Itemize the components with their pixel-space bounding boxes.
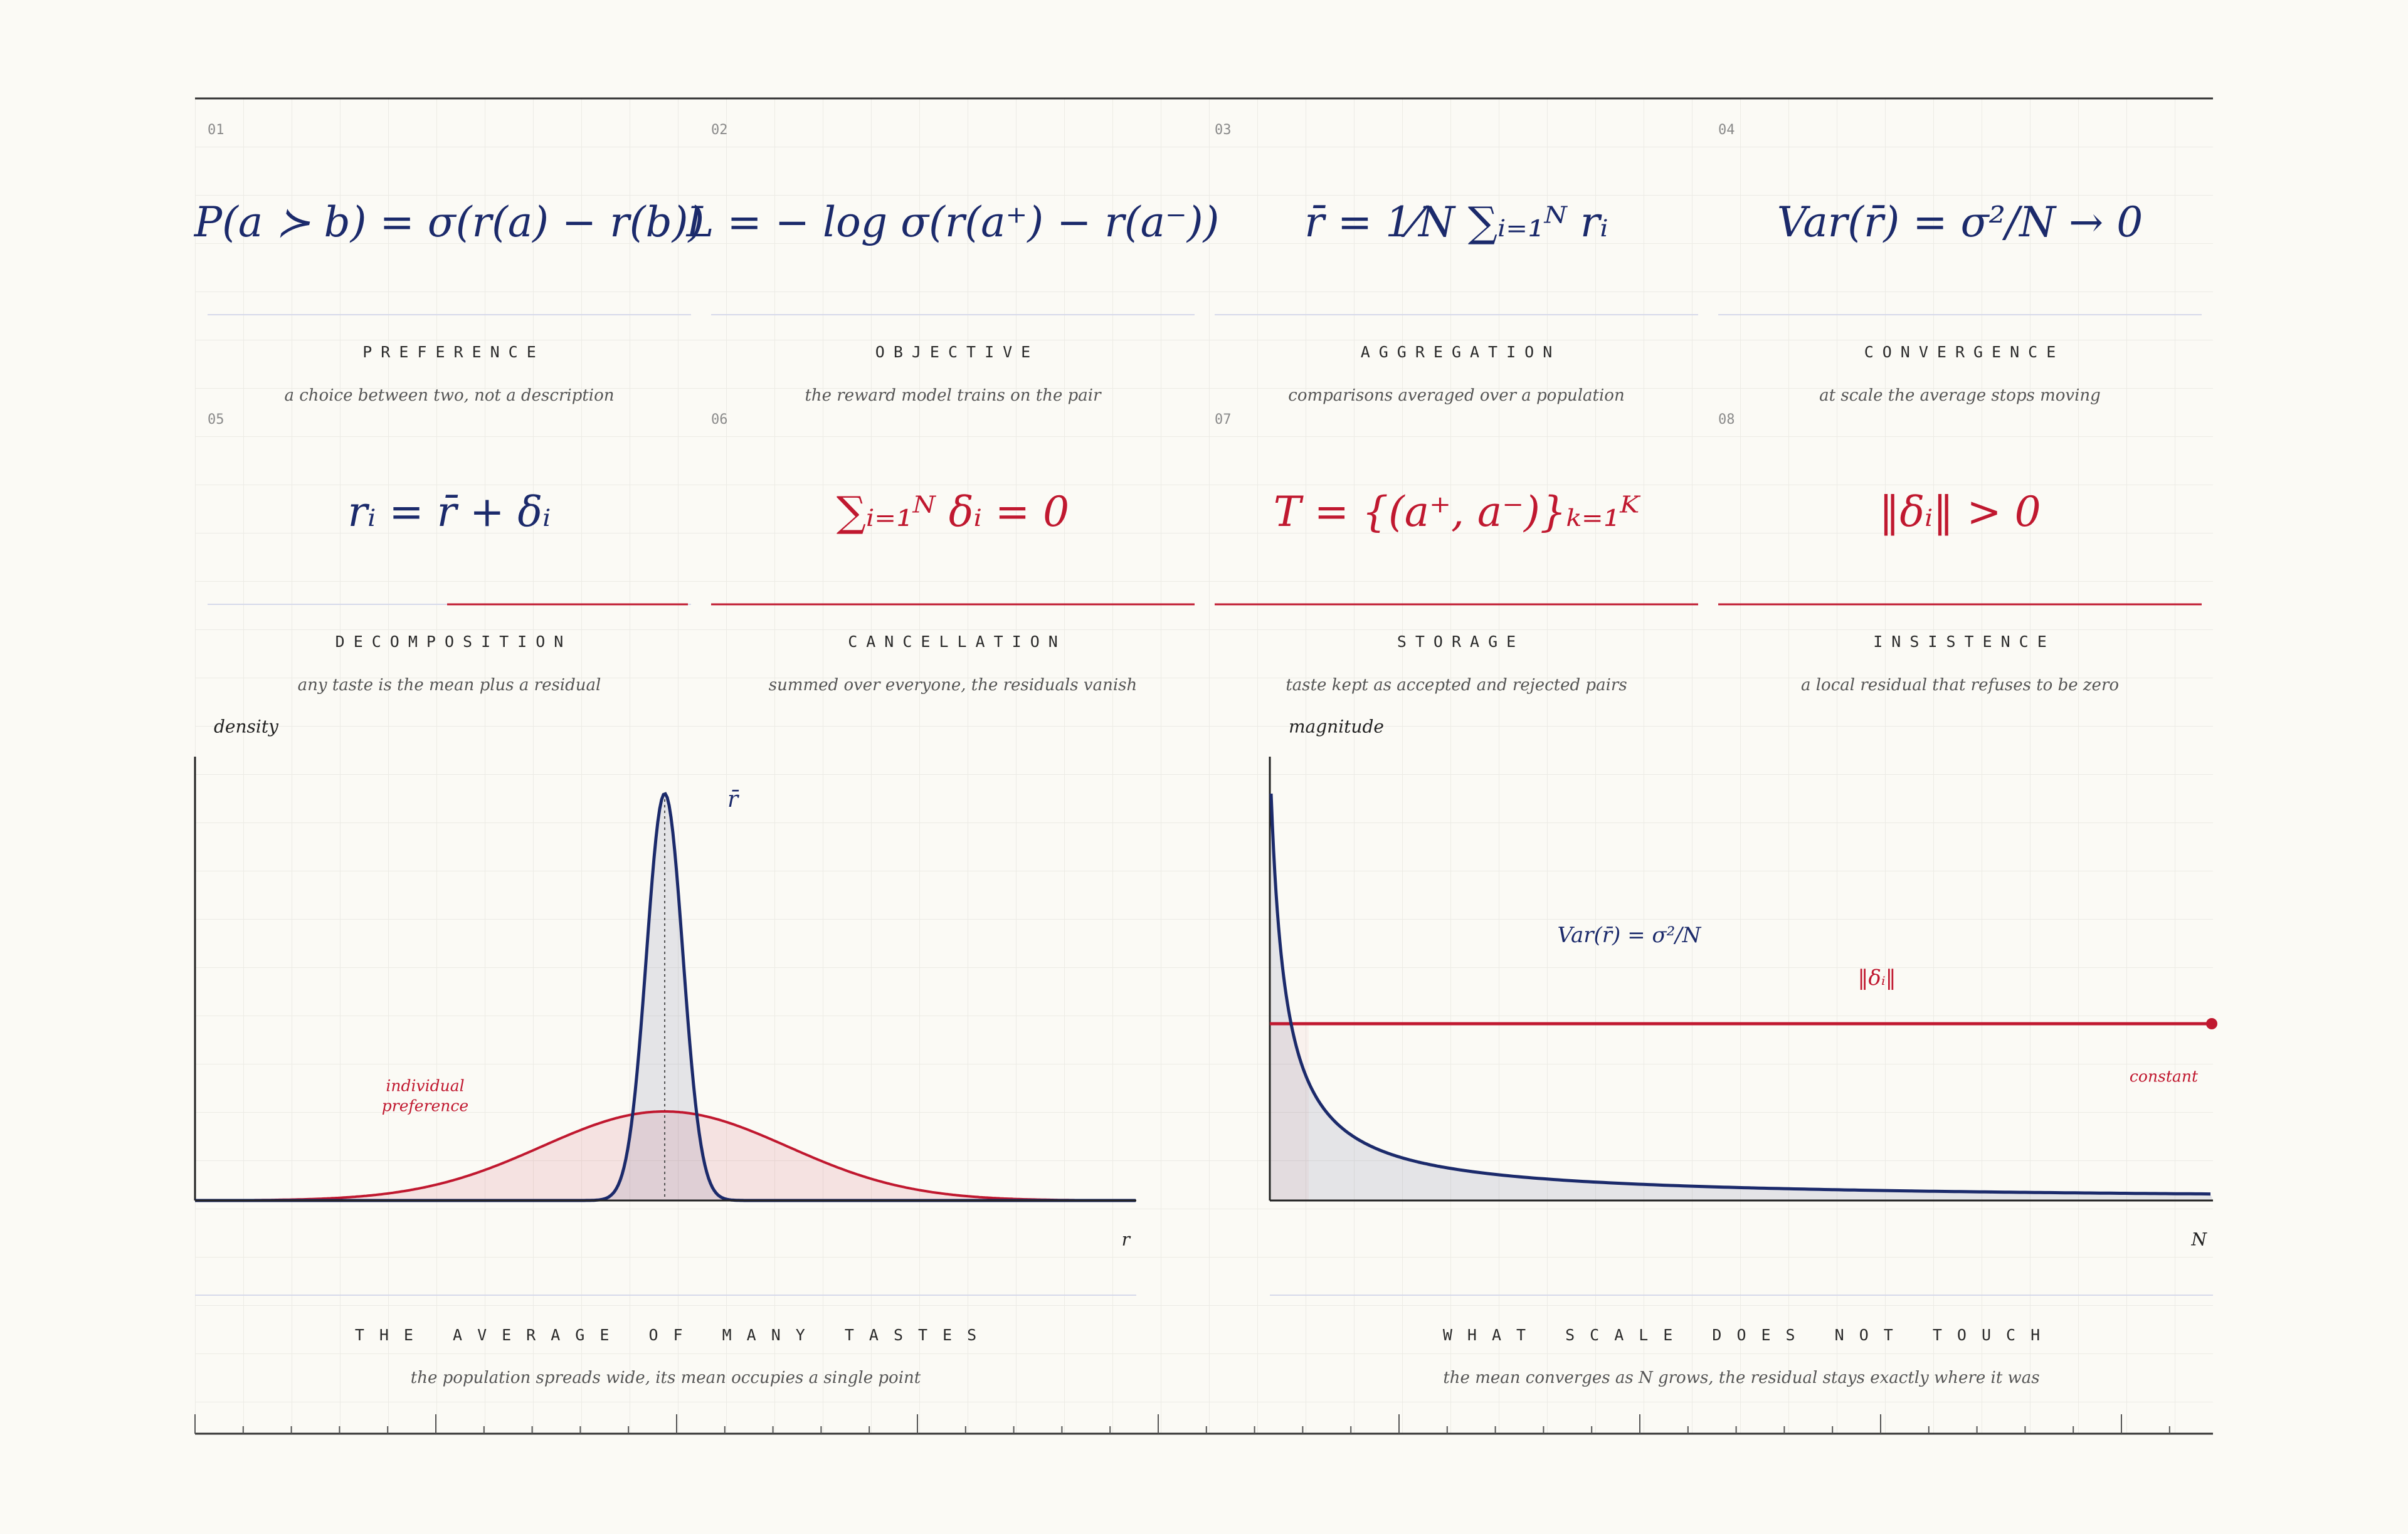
curve-label: individual (386, 1077, 464, 1095)
card-description: a local residual that refuses to be zero (1801, 676, 2119, 695)
card-description: summed over everyone, the residuals vani… (769, 676, 1137, 695)
residual-dot (2206, 1018, 2217, 1029)
x-axis-label: r (1122, 1229, 1131, 1250)
card-number: 04 (1718, 122, 1735, 138)
card-description: the reward model trains on the pair (805, 386, 1102, 405)
mean-area (195, 794, 1136, 1200)
panel-title: WHAT SCALE DOES NOT TOUCH (1443, 1326, 2055, 1344)
formula: ∑ᵢ₌₁ᴺ δᵢ = 0 (837, 488, 1069, 536)
variance-area (1271, 794, 2213, 1200)
population-area (195, 1111, 1136, 1200)
formula: Var(r̄) = σ²/N → 0 (1777, 198, 2143, 246)
card-title: STORAGE (1397, 633, 1524, 651)
card-description: taste kept as accepted and rejected pair… (1286, 676, 1627, 695)
formula: rᵢ = r̄ + δᵢ (348, 488, 551, 536)
card-number: 07 (1215, 412, 1232, 428)
card-number: 01 (208, 122, 224, 138)
card-title: OBJECTIVE (875, 343, 1039, 361)
card-description: any taste is the mean plus a residual (298, 676, 601, 695)
formula: L = − log σ(r(a⁺) − r(a⁻)) (686, 198, 1220, 246)
x-axis-label: N (2191, 1229, 2208, 1250)
population-curve (195, 1110, 1136, 1202)
card-title: PREFERENCE (362, 343, 545, 361)
panel-description: the mean converges as N grows, the resid… (1443, 1369, 2039, 1387)
panel-title: THE AVERAGE OF MANY TASTES (355, 1326, 991, 1344)
residual-label: ‖δᵢ‖ (1857, 965, 1896, 990)
panel-description: the population spreads wide, its mean oc… (411, 1369, 921, 1387)
formula: P(a ≻ b) = σ(r(a) − r(b)) (194, 198, 705, 246)
variance-label: Var(r̄) = σ²/N (1558, 923, 1702, 948)
curve-label: preference (382, 1097, 468, 1115)
card-number: 05 (208, 412, 224, 428)
grid (195, 98, 2213, 1434)
card-number: 06 (711, 412, 728, 428)
card-description: a choice between two, not a description (284, 386, 614, 405)
card-title: AGGREGATION (1361, 343, 1561, 361)
card-title: DECOMPOSITION (335, 633, 573, 651)
card-number: 03 (1215, 122, 1232, 138)
y-axis-label: magnitude (1289, 717, 1384, 737)
card-number: 02 (711, 122, 728, 138)
card-title: CANCELLATION (848, 633, 1067, 651)
card-title: CONVERGENCE (1864, 343, 2065, 361)
variance-curve (1269, 793, 2211, 1196)
constant-label: constant (2130, 1068, 2199, 1086)
card-number: 08 (1718, 412, 1735, 428)
y-axis-label: density (214, 717, 279, 737)
card-description: comparisons averaged over a population (1288, 386, 1624, 405)
mean-label: r̄ (727, 787, 739, 812)
formula: T = {(a⁺, a⁻)}ₖ₌₁ᴷ (1274, 488, 1641, 536)
formula: ‖δᵢ‖ > 0 (1879, 488, 2041, 536)
card-description: at scale the average stops moving (1819, 386, 2101, 405)
residual-area (1271, 1024, 1309, 1200)
card-title: INSISTENCE (1873, 633, 2056, 651)
formula: r̄ = 1⁄N ∑ᵢ₌₁ᴺ rᵢ (1304, 198, 1608, 246)
